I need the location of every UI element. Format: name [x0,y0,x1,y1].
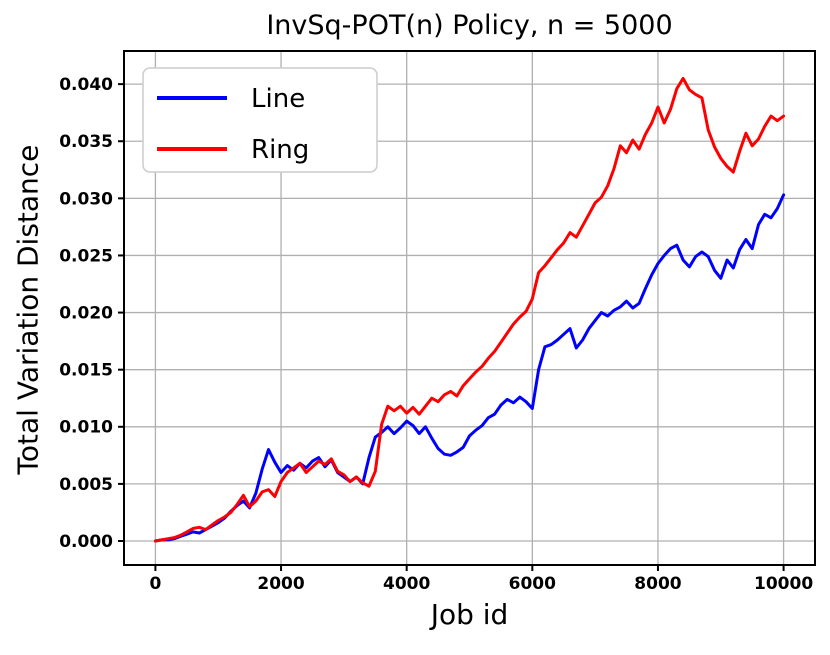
y-tick-label: 0.020 [59,304,113,324]
line-series-path [153,193,786,543]
y-tick-label: 0.000 [59,532,113,552]
chart-title: InvSq-POT(n) Policy, n = 5000 [266,10,673,41]
x-tick-label: 4000 [383,574,430,594]
y-tick-label: 0.010 [59,418,113,438]
ring-series-path [153,76,786,543]
y-tick-label: 0.005 [59,475,113,495]
y-axis-label: Total Variation Distance [11,144,45,475]
legend [142,67,378,173]
x-tick-label: 0 [149,574,161,594]
x-axis-label: Job id [430,598,509,631]
y-tick-label: 0.040 [59,75,113,95]
x-tick-label: 2000 [257,574,304,594]
x-tick-label: 10000 [754,574,813,594]
legend-item-label: Line [251,84,305,114]
legend-item-label: Ring [251,135,309,165]
y-tick-label: 0.025 [59,246,113,266]
x-tick-label: 6000 [509,574,556,594]
y-tick-label: 0.035 [59,132,113,152]
x-tick-label: 8000 [634,574,681,594]
y-tick-label: 0.015 [59,361,113,381]
plot-border [123,50,816,566]
y-tick-label: 0.030 [59,189,113,209]
